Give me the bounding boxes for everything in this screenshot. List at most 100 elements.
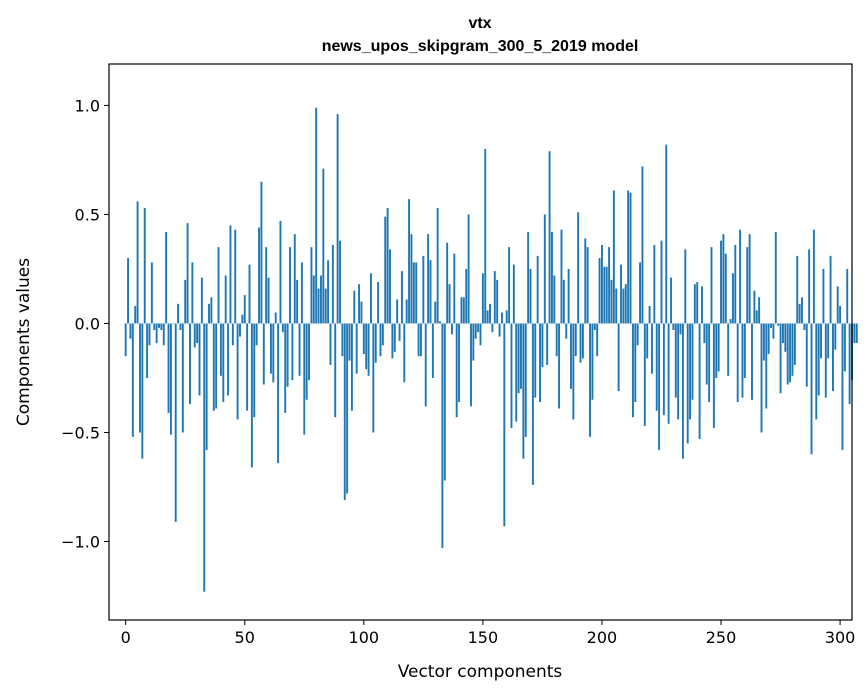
bar-267 xyxy=(760,323,763,433)
bar-133 xyxy=(441,323,444,549)
bar-162 xyxy=(510,323,513,429)
bar-238 xyxy=(691,323,694,400)
bar-173 xyxy=(536,255,539,324)
bar-235 xyxy=(684,249,687,324)
bar-236 xyxy=(686,323,689,444)
bar-130 xyxy=(434,301,437,324)
bar-282 xyxy=(796,255,799,324)
bar-40 xyxy=(219,323,222,376)
bar-46 xyxy=(234,229,237,324)
bar-298 xyxy=(834,323,837,350)
bar-163 xyxy=(512,264,515,324)
bar-303 xyxy=(846,268,849,324)
bar-165 xyxy=(517,323,520,394)
bar-106 xyxy=(377,282,380,324)
bar-295 xyxy=(827,323,830,359)
bar-147 xyxy=(474,323,477,339)
bar-59 xyxy=(265,247,268,324)
bar-198 xyxy=(596,323,599,357)
bar-124 xyxy=(420,323,422,357)
bar-259 xyxy=(741,323,744,398)
bar-229 xyxy=(670,277,672,324)
bar-103 xyxy=(370,273,372,324)
bar-243 xyxy=(703,323,706,344)
bar-289 xyxy=(812,229,815,324)
bar-213 xyxy=(631,323,634,418)
bar-254 xyxy=(729,319,732,324)
bar-181 xyxy=(555,323,558,357)
bar-151 xyxy=(484,149,487,324)
bar-268 xyxy=(762,323,765,361)
bar-58 xyxy=(262,323,265,385)
bar-105 xyxy=(374,323,377,363)
bar-17 xyxy=(165,231,168,324)
bar-276 xyxy=(781,323,784,344)
bar-25 xyxy=(184,279,187,324)
bar-72 xyxy=(296,279,299,324)
bar-189 xyxy=(574,323,577,357)
bar-283 xyxy=(798,303,801,324)
bar-274 xyxy=(777,323,780,326)
bar-11 xyxy=(150,262,153,324)
y-tick-label: 0.5 xyxy=(75,205,100,224)
bar-102 xyxy=(367,323,370,376)
bar-143 xyxy=(465,268,468,324)
bar-77 xyxy=(308,323,310,381)
bar-52 xyxy=(248,264,251,324)
bar-4 xyxy=(134,306,137,324)
bar-145 xyxy=(470,323,472,407)
bar-84 xyxy=(324,288,327,324)
y-axis-label: Components values xyxy=(14,258,34,426)
bar-278 xyxy=(786,323,789,385)
bar-75 xyxy=(303,323,306,435)
bar-56 xyxy=(258,227,260,324)
bar-54 xyxy=(253,323,256,418)
bar-250 xyxy=(720,240,722,324)
bar-240 xyxy=(696,282,699,324)
bar-304 xyxy=(848,323,851,405)
bar-137 xyxy=(450,323,453,335)
bar-249 xyxy=(717,323,720,372)
bar-296 xyxy=(829,255,832,324)
bar-36 xyxy=(210,297,213,324)
bar-257 xyxy=(736,323,739,402)
bar-175 xyxy=(541,323,544,368)
bars-group xyxy=(124,107,858,592)
bar-117 xyxy=(403,323,406,383)
bar-297 xyxy=(832,323,834,392)
bar-68 xyxy=(286,323,289,387)
bar-92 xyxy=(343,323,346,501)
bar-215 xyxy=(636,323,639,346)
bar-156 xyxy=(496,279,499,324)
bar-16 xyxy=(162,323,165,346)
bar-191 xyxy=(579,323,582,363)
x-axis-ticks: 0 50 100 150 200 250 300 xyxy=(121,620,855,647)
bar-152 xyxy=(486,310,489,324)
bar-271 xyxy=(770,323,772,328)
bar-256 xyxy=(734,244,737,324)
bar-32 xyxy=(200,277,203,324)
bar-48 xyxy=(239,323,241,337)
bar-273 xyxy=(774,231,777,324)
bar-280 xyxy=(791,323,794,376)
bar-96 xyxy=(353,290,356,324)
bar-182 xyxy=(558,323,561,409)
bar-45 xyxy=(231,323,234,346)
bar-5 xyxy=(136,201,139,324)
bar-237 xyxy=(689,323,692,420)
bar-55 xyxy=(255,323,258,346)
bar-180 xyxy=(553,275,556,324)
bar-85 xyxy=(327,260,330,324)
bar-0 xyxy=(124,323,127,357)
y-tick-label: −1.0 xyxy=(61,533,100,552)
bar-141 xyxy=(460,297,463,324)
bar-230 xyxy=(672,323,675,331)
bar-176 xyxy=(543,214,546,324)
bar-172 xyxy=(534,323,537,398)
bar-13 xyxy=(155,323,158,344)
bar-34 xyxy=(205,323,208,450)
bar-225 xyxy=(660,240,663,324)
bar-61 xyxy=(269,323,272,374)
bar-210 xyxy=(624,284,627,324)
bar-245 xyxy=(708,323,711,402)
